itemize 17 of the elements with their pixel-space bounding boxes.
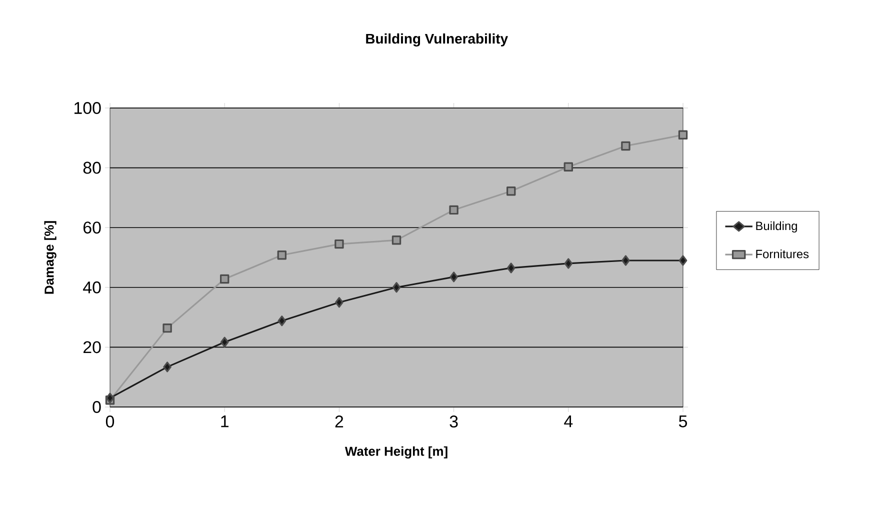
chart-title: Building Vulnerability <box>366 33 508 46</box>
y-tick-label: 100 <box>74 102 101 114</box>
x-tick-label: 5 <box>678 416 687 428</box>
x-tick-label: 2 <box>335 416 344 428</box>
legend-label: Fornitures <box>756 249 809 258</box>
y-tick-label: 60 <box>84 222 101 234</box>
y-tick-label: 20 <box>84 341 101 354</box>
y-axis-title: Damage [%] <box>44 221 56 294</box>
x-tick-label: 3 <box>450 416 458 428</box>
legend-label: Building <box>756 221 797 232</box>
x-tick-label: 1 <box>221 416 228 428</box>
y-tick-label: 40 <box>83 281 101 294</box>
y-tick-label: 80 <box>83 162 101 174</box>
x-tick-label: 0 <box>106 416 114 428</box>
y-tick-label: 0 <box>92 401 101 414</box>
x-axis-title: Water Height [m] <box>344 446 448 458</box>
x-tick-label: 4 <box>564 416 573 428</box>
